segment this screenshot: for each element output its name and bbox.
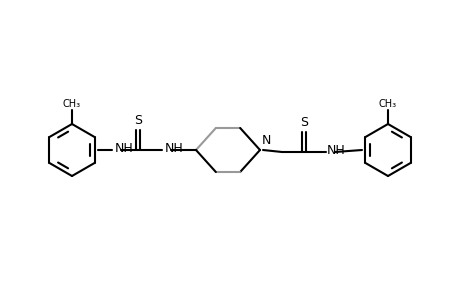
Text: NH: NH <box>115 142 134 154</box>
Text: CH₃: CH₃ <box>63 99 81 109</box>
Text: S: S <box>134 114 142 127</box>
Text: NH: NH <box>326 143 345 157</box>
Text: N: N <box>262 134 271 147</box>
Text: CH₃: CH₃ <box>378 99 396 109</box>
Text: S: S <box>299 116 308 129</box>
Text: NH: NH <box>165 142 183 154</box>
